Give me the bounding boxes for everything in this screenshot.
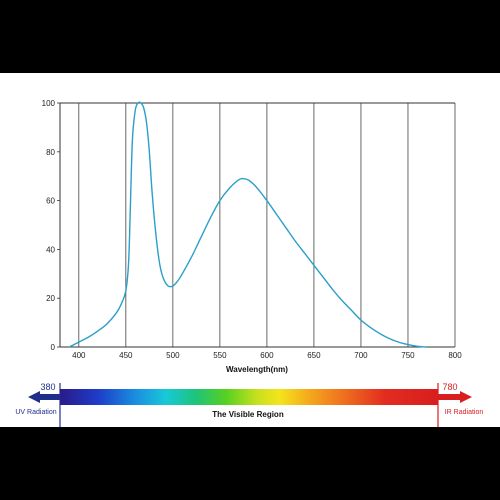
uv-label: UV Radiation (15, 409, 56, 416)
x-tick-label: 500 (166, 351, 180, 360)
grid (78, 103, 456, 347)
series (69, 101, 427, 348)
uv-value: 380 (40, 382, 55, 392)
ir-arrow-head (460, 391, 472, 403)
x-axis-title: Wavelength(nm) (226, 365, 288, 374)
visible-spectrum-band (60, 389, 438, 405)
y-tick-label: 40 (46, 245, 55, 254)
x-tick-label: 650 (307, 351, 321, 360)
x-tick-labels: 400 450 500 550 600 650 700 750 800 (72, 351, 462, 360)
axes (59, 102, 455, 348)
x-tick-label: 800 (448, 351, 462, 360)
chart-panel: 0 20 40 60 80 100 400 450 500 550 600 650 700 750 800… (0, 73, 500, 427)
x-tick-label: 750 (401, 351, 415, 360)
visible-region-title: The Visible Region (212, 410, 284, 419)
y-tick-label: 0 (51, 343, 56, 352)
y-tick-label: 60 (46, 197, 55, 206)
spectrum-series-line (69, 101, 427, 348)
y-tick-labels: 0 20 40 60 80 100 (42, 99, 60, 352)
spectrum-chart: 0 20 40 60 80 100 400 450 500 550 600 650 700 750 800… (15, 99, 484, 427)
x-tick-label: 450 (119, 351, 133, 360)
y-tick-label: 100 (42, 99, 56, 108)
x-tick-label: 400 (72, 351, 86, 360)
uv-arrow-shaft (40, 394, 60, 400)
ir-value: 780 (442, 382, 457, 392)
x-tick-label: 700 (354, 351, 368, 360)
uv-arrow-head (28, 391, 40, 403)
x-tick-label: 600 (260, 351, 274, 360)
y-tick-label: 80 (46, 148, 55, 157)
ir-arrow-shaft (438, 394, 460, 400)
x-tick-label: 550 (213, 351, 227, 360)
ir-label: IR Radiation (445, 409, 484, 416)
y-tick-label: 20 (46, 294, 55, 303)
